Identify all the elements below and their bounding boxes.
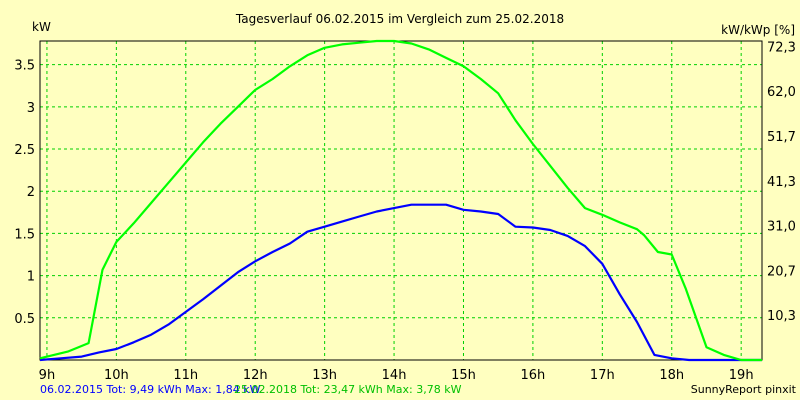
tick-labels: 0.5 1 1.5 2 2.5 3 3.5 10,3 20,7 31,0 41,3 51,7 62,0 7… bbox=[14, 40, 796, 383]
y-tick-label: 3.5 bbox=[14, 59, 35, 74]
y2-tick-label: 51,7 bbox=[767, 130, 796, 145]
y-axis-label-left: kW bbox=[32, 20, 51, 34]
chart-title: Tagesverlauf 06.02.2015 im Vergleich zum… bbox=[235, 12, 564, 26]
series-line-1 bbox=[39, 203, 762, 362]
y2-tick-label: 41,3 bbox=[767, 175, 796, 190]
y-tick-label: 2 bbox=[27, 185, 35, 200]
y2-tick-label: 72,3 bbox=[767, 40, 796, 55]
x-tick-label: 9h bbox=[39, 368, 56, 383]
y-axis-label-right: kW/kWp [%] bbox=[721, 23, 795, 37]
x-tick-label: 15h bbox=[451, 368, 476, 383]
footer-credit: SunnyReport pinxit bbox=[691, 383, 797, 396]
x-tick-label: 19h bbox=[729, 368, 754, 383]
y-tick-label: 1.5 bbox=[14, 227, 35, 242]
footer-series1-summary: 06.02.2015 Tot: 9,49 kWh Max: 1,84 kW bbox=[40, 383, 261, 396]
y2-tick-label: 62,0 bbox=[767, 85, 796, 100]
x-tick-label: 14h bbox=[382, 368, 407, 383]
series-line-2 bbox=[39, 39, 762, 362]
y2-tick-label: 10,3 bbox=[767, 309, 796, 324]
x-tick-label: 12h bbox=[243, 368, 268, 383]
y2-tick-label: 20,7 bbox=[767, 264, 796, 279]
x-tick-label: 10h bbox=[104, 368, 129, 383]
y2-tick-label: 31,0 bbox=[767, 220, 796, 235]
grid-lines bbox=[40, 41, 762, 360]
x-tick-label: 13h bbox=[312, 368, 337, 383]
y-tick-label: 2.5 bbox=[14, 143, 35, 158]
y-tick-label: 0.5 bbox=[14, 312, 35, 327]
x-tick-label: 11h bbox=[173, 368, 198, 383]
x-tick-label: 17h bbox=[590, 368, 615, 383]
x-tick-label: 16h bbox=[521, 368, 546, 383]
footer-series2-summary: 25.02.2018 Tot: 23,47 kWh Max: 3,78 kW bbox=[234, 383, 462, 396]
y-tick-label: 3 bbox=[27, 101, 35, 116]
x-tick-label: 18h bbox=[659, 368, 684, 383]
y-tick-label: 1 bbox=[27, 270, 35, 285]
series-lines bbox=[39, 39, 762, 362]
